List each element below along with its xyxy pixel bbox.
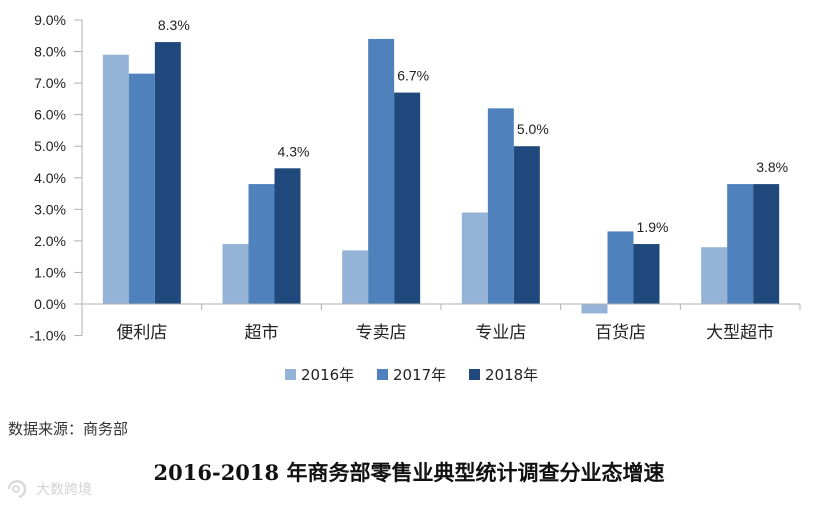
watermark: 大数跨境: [6, 478, 92, 500]
bar-2016年-百货店: [581, 304, 608, 314]
data-labels-group: 8.3% 4.3% 6.7% 5.0% 1.9% 3.8%: [158, 17, 788, 235]
y-tick-label: 6.0%: [34, 107, 66, 123]
legend-swatch: [377, 369, 388, 380]
x-category-label: 大型超市: [706, 323, 774, 343]
bar-2017年-超市: [248, 184, 275, 304]
y-tick-label: -1.0%: [29, 328, 66, 344]
bar-2016年-大型超市: [701, 247, 728, 304]
bar-2018年-大型超市: [753, 184, 780, 304]
x-category-label: 便利店: [116, 323, 167, 343]
x-category-label: 超市: [245, 323, 279, 343]
page-title: 2016-2018 年商务部零售业典型统计调查分业态增速: [153, 460, 665, 485]
data-label: 4.3%: [278, 143, 310, 159]
bar-2017年-专卖店: [368, 38, 395, 304]
data-label: 3.8%: [756, 159, 788, 175]
bars-group: [102, 38, 780, 314]
data-source: 数据来源：商务部: [8, 420, 129, 438]
y-tick-label: 5.0%: [34, 138, 66, 154]
legend-swatch: [469, 369, 480, 380]
chart-area: 9.0% 8.0% 7.0% 6.0% 5.0% 4.0% 3.0% 2.0% 1.0% 0.0%…: [29, 12, 801, 384]
bar-2017年-便利店: [128, 73, 155, 305]
y-tick-label: 1.0%: [34, 264, 66, 280]
bar-2016年-专卖店: [342, 250, 369, 304]
bar-2017年-专业店: [487, 108, 514, 304]
bar-2018年-专业店: [513, 146, 540, 304]
bar-2017年-大型超市: [727, 184, 754, 304]
y-tick-label: 8.0%: [34, 44, 66, 60]
y-tick-label: 2.0%: [34, 233, 66, 249]
legend-label: 2018年: [485, 366, 538, 384]
x-category-label: 专业店: [475, 323, 526, 343]
data-label: 1.9%: [637, 219, 669, 235]
legend-label: 2017年: [393, 366, 446, 384]
watermark-logo-icon: [7, 480, 27, 499]
bar-2018年-百货店: [633, 244, 660, 304]
bar-2018年-专卖店: [394, 92, 421, 304]
y-tick-label: 7.0%: [34, 75, 66, 91]
bar-2016年-超市: [222, 244, 249, 304]
y-tick-label: 9.0%: [34, 12, 66, 28]
data-label: 6.7%: [397, 68, 429, 84]
y-tick-label: 0.0%: [34, 296, 66, 312]
legend: 2016年 2017年 2018年: [285, 366, 538, 384]
bar-2018年-超市: [274, 168, 301, 304]
x-category-label: 专卖店: [356, 323, 407, 343]
data-label: 5.0%: [517, 121, 549, 137]
watermark-text: 大数跨境: [36, 482, 92, 498]
bar-2017年-百货店: [607, 231, 634, 304]
legend-label: 2016年: [301, 366, 354, 384]
legend-swatch: [285, 369, 296, 380]
data-label: 8.3%: [158, 17, 190, 33]
bar-2016年-便利店: [102, 54, 129, 304]
y-tick-label: 4.0%: [34, 170, 66, 186]
bar-2016年-专业店: [461, 212, 488, 304]
y-tick-label: 3.0%: [34, 201, 66, 217]
bar-2018年-便利店: [154, 42, 181, 304]
x-category-label: 百货店: [595, 323, 646, 343]
y-axis-ticks: 9.0% 8.0% 7.0% 6.0% 5.0% 4.0% 3.0% 2.0% 1.0% 0.0%…: [29, 12, 82, 344]
x-axis-categories: 便利店 超市 专卖店 专业店 百货店 大型超市: [116, 304, 801, 343]
